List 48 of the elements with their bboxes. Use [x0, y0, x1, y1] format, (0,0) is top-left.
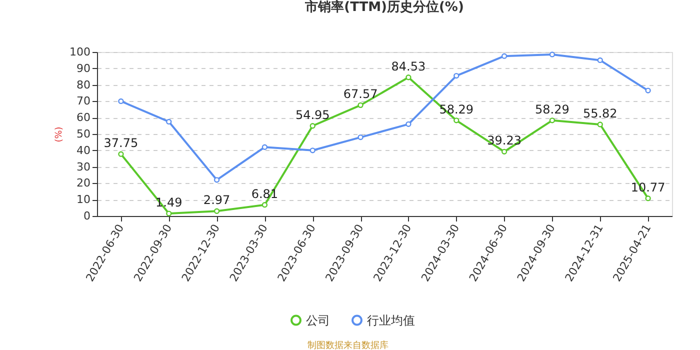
point — [597, 57, 603, 64]
y-tick-label: 50 — [76, 128, 90, 140]
point — [597, 122, 603, 128]
point — [406, 74, 412, 80]
point — [214, 208, 220, 214]
point — [645, 88, 651, 94]
legend-label: 公司 — [306, 313, 330, 328]
point — [501, 148, 508, 154]
point — [549, 118, 556, 124]
data-label: 39.23 — [487, 134, 522, 148]
point — [358, 102, 364, 108]
y-tick-label: 80 — [76, 78, 90, 92]
y-tick-label: 10 — [76, 193, 90, 206]
point — [501, 53, 508, 59]
data-label: 84.53 — [391, 59, 426, 74]
y-tick-label: 100 — [70, 46, 90, 58]
point — [454, 72, 460, 79]
y-tick-label: 20 — [76, 176, 90, 190]
point — [118, 98, 124, 104]
legend-label: 行业均值 — [367, 313, 415, 328]
point — [166, 210, 172, 216]
y-tick-label: 30 — [76, 160, 90, 174]
point — [262, 144, 268, 150]
point — [262, 202, 268, 208]
data-label: 67.57 — [343, 87, 378, 102]
point — [166, 118, 172, 125]
text: 制图数据来自数据库 — [308, 340, 388, 350]
point — [118, 151, 124, 157]
point — [549, 52, 556, 58]
point — [310, 148, 316, 154]
point — [310, 123, 316, 129]
y-axis-title: (%) — [54, 126, 65, 142]
point — [214, 177, 220, 183]
data-label: 55.82 — [582, 106, 618, 120]
point — [358, 134, 364, 140]
y-tick-label: 60 — [76, 111, 90, 124]
y-tick-label: 90 — [76, 62, 90, 75]
data-label: 37.75 — [104, 136, 138, 150]
data-label: 54.95 — [295, 108, 330, 122]
chart-title: 市销率(TTM)历史分位(%) — [304, 0, 464, 15]
y-tick-label: 0 — [84, 210, 90, 222]
point — [406, 121, 412, 127]
y-tick-label: 70 — [76, 94, 90, 108]
y-tick-label: 40 — [76, 144, 90, 157]
data-label: 2.97 — [203, 193, 230, 208]
point — [645, 196, 651, 202]
point — [454, 118, 460, 124]
data-label: 58.29 — [535, 102, 570, 116]
